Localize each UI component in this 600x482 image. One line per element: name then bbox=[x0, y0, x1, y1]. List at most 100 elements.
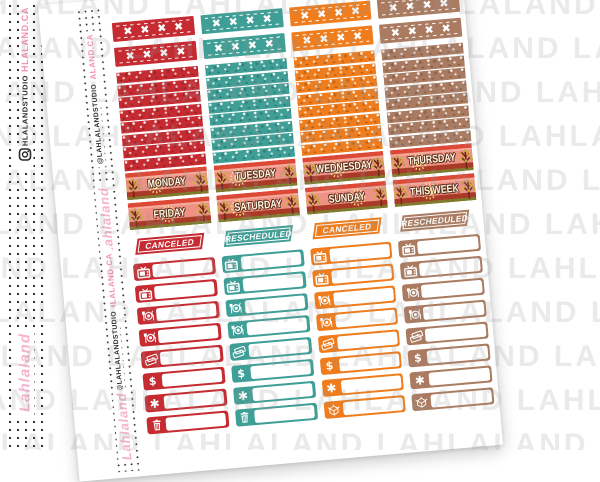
task-write-box bbox=[165, 412, 227, 431]
task-sticker-row bbox=[315, 307, 399, 332]
x-stitch-header-sticker: ✖ ✖ ✖ ✖ bbox=[377, 0, 461, 19]
task-sticker-row bbox=[227, 315, 310, 340]
day-label: THIS WEEK bbox=[409, 181, 460, 199]
task-write-box bbox=[430, 389, 492, 408]
asterisk-icon: ✱ bbox=[237, 388, 249, 403]
meal-icon bbox=[318, 314, 334, 329]
task-sticker-row bbox=[140, 344, 224, 369]
task-sticker-row bbox=[401, 277, 485, 302]
task-write-box bbox=[332, 287, 394, 306]
flag-label: RESCHEDULED bbox=[224, 228, 293, 245]
day-label: TUESDAY bbox=[234, 167, 277, 183]
x-stitch-icon: ✖ bbox=[245, 13, 256, 28]
x-stitch-icon: ✖ bbox=[350, 4, 361, 19]
x-stitch-icon: ✖ bbox=[211, 16, 222, 31]
day-sticker: THIS WEEK bbox=[392, 173, 477, 208]
task-write-box bbox=[251, 383, 314, 401]
x-stitch-icon: ✖ bbox=[318, 32, 330, 47]
task-write-box bbox=[163, 390, 225, 409]
meal-icon bbox=[229, 322, 245, 337]
x-stitch-icon: ✖ bbox=[261, 12, 273, 26]
tv-icon bbox=[312, 249, 328, 264]
task-sticker-row bbox=[223, 271, 307, 296]
x-stitch-icon: ✖ bbox=[173, 19, 184, 34]
task-write-box bbox=[159, 347, 221, 365]
task-sticker-row bbox=[234, 402, 318, 427]
flag-label: CANCELED bbox=[144, 236, 195, 252]
task-sticker-row bbox=[398, 233, 482, 258]
task-write-box bbox=[334, 309, 396, 328]
task-write-box bbox=[246, 317, 308, 336]
task-write-box bbox=[161, 369, 223, 387]
tv-icon bbox=[225, 278, 241, 293]
cash-icon bbox=[320, 336, 336, 351]
task-sticker-row bbox=[323, 394, 407, 420]
day-sticker: THURSDAY bbox=[390, 142, 474, 177]
x-stitch-icon: ✖ bbox=[247, 38, 258, 53]
x-stitch-icon: ✖ bbox=[158, 46, 170, 61]
day-label: THURSDAY bbox=[407, 151, 457, 168]
x-stitch-icon: ✖ bbox=[404, 0, 416, 14]
brand-script-logo: Lahlaland bbox=[15, 330, 35, 416]
background-dotted-strip: LAHLALAND.CA @LAHLALANDSTUDIO Lahlaland bbox=[4, 0, 46, 450]
task-sticker-row bbox=[311, 263, 395, 288]
x-stitch-header-sticker: ✖ ✖ ✖ ✖ bbox=[379, 17, 463, 44]
cash-icon bbox=[231, 344, 247, 359]
task-write-box bbox=[248, 339, 310, 358]
task-sticker-row: ✱ bbox=[409, 365, 493, 390]
glitter-strip-block bbox=[204, 58, 295, 164]
flag-header-rescheduled: RESCHEDULED bbox=[223, 225, 293, 248]
flag-label: CANCELED bbox=[321, 221, 372, 236]
task-sticker-row bbox=[132, 257, 216, 282]
day-label: MONDAY bbox=[147, 175, 187, 191]
flag-header-canceled: CANCELED bbox=[312, 217, 382, 240]
tv-icon bbox=[137, 286, 153, 301]
day-sticker: WEDNESDAY bbox=[301, 150, 386, 185]
tv-icon bbox=[402, 263, 418, 278]
day-sticker: MONDAY bbox=[124, 165, 209, 200]
task-write-box bbox=[328, 244, 390, 262]
task-sticker-row bbox=[317, 329, 401, 354]
day-label: WEDNESDAY bbox=[315, 158, 373, 176]
task-write-box bbox=[342, 397, 404, 416]
task-sticker-row: $ bbox=[319, 351, 403, 376]
task-write-box bbox=[419, 258, 481, 276]
cash-icon bbox=[143, 352, 159, 367]
x-stitch-icon: ✖ bbox=[156, 21, 167, 36]
x-stitch-header-sticker: ✖ ✖ ✖ ✖ bbox=[113, 40, 198, 67]
x-stitch-icon: ✖ bbox=[440, 21, 452, 36]
glitter-strip-block bbox=[292, 50, 384, 156]
task-sticker-row bbox=[138, 322, 222, 347]
task-write-box bbox=[340, 375, 402, 394]
task-sticker-row: ✱ bbox=[144, 388, 228, 413]
trash-icon bbox=[237, 410, 253, 425]
task-sticker-row bbox=[313, 285, 397, 310]
x-stitch-icon: ✖ bbox=[230, 39, 241, 54]
instagram-icon bbox=[16, 146, 34, 168]
x-stitch-icon: ✖ bbox=[213, 41, 224, 56]
asterisk-icon: ✱ bbox=[148, 395, 161, 411]
tv-icon bbox=[314, 271, 330, 286]
tv-icon bbox=[400, 241, 416, 256]
x-stitch-icon: ✖ bbox=[301, 33, 313, 48]
x-stitch-icon: ✖ bbox=[424, 23, 435, 37]
task-write-box bbox=[152, 259, 214, 278]
flag-label: RESCHEDULED bbox=[400, 212, 470, 229]
x-stitch-icon: ✖ bbox=[122, 24, 134, 39]
x-stitch-icon: ✖ bbox=[333, 5, 344, 20]
task-write-box bbox=[423, 302, 485, 320]
package-icon bbox=[414, 394, 430, 409]
task-write-box bbox=[242, 273, 304, 292]
x-stitch-icon: ✖ bbox=[421, 0, 433, 12]
task-write-box bbox=[250, 361, 312, 380]
x-stitch-icon: ✖ bbox=[264, 37, 275, 51]
x-stitch-icon: ✖ bbox=[139, 22, 151, 37]
x-stitch-icon: ✖ bbox=[388, 1, 399, 15]
task-sticker-row bbox=[411, 387, 495, 412]
task-sticker-row bbox=[228, 336, 312, 362]
x-stitch-header-sticker: ✖ ✖ ✖ ✖ bbox=[200, 8, 284, 35]
x-stitch-icon: ✖ bbox=[352, 29, 363, 44]
dollar-icon: $ bbox=[413, 351, 423, 365]
x-stitch-header-sticker: ✖ ✖ ✖ ✖ bbox=[202, 33, 286, 60]
dollar-icon: $ bbox=[325, 359, 334, 373]
